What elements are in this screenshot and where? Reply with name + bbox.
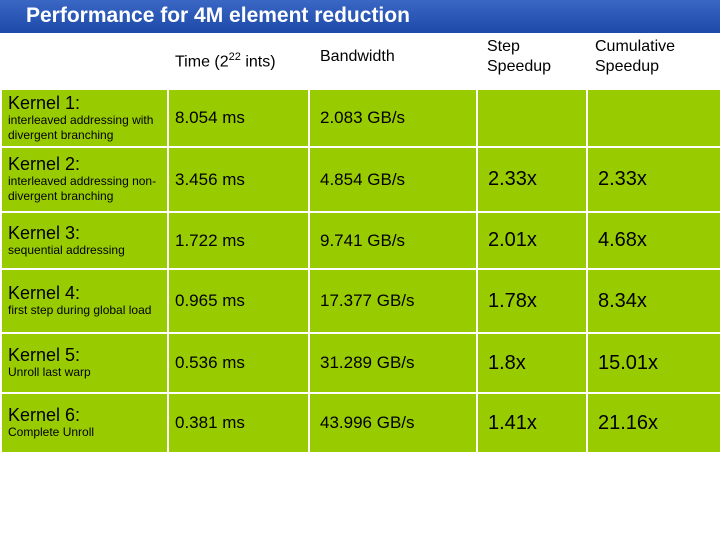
kernel-label-cell: Kernel 2: interleaved addressing non-div… <box>0 146 169 213</box>
header-step-speedup: Step Speedup <box>487 38 552 75</box>
table-row: Kernel 1: interleaved addressing with di… <box>0 88 720 148</box>
bandwidth-cell: 43.996 GB/s <box>308 392 478 454</box>
bandwidth-cell: 4.854 GB/s <box>308 146 478 213</box>
kernel-label-cell: Kernel 5: Unroll last warp <box>0 332 169 394</box>
cumulative-speedup-cell <box>586 88 720 148</box>
kernel-name: Kernel 5: <box>8 345 81 365</box>
kernel-name: Kernel 2: <box>8 154 81 174</box>
performance-table: Kernel 1: interleaved addressing with di… <box>0 88 720 454</box>
cumulative-speedup-cell: 2.33x <box>586 146 720 213</box>
step-speedup-cell: 1.8x <box>476 332 588 394</box>
header-cumulative-speedup: Cumulative Speedup <box>595 38 676 75</box>
title-bar: Performance for 4M element reduction <box>0 0 720 33</box>
table-row: Kernel 3: sequential addressing 1.722 ms… <box>0 211 720 270</box>
bandwidth-cell: 9.741 GB/s <box>308 211 478 270</box>
cumulative-speedup-cell: 15.01x <box>586 332 720 394</box>
time-cell: 0.965 ms <box>167 268 310 334</box>
kernel-label-cell: Kernel 3: sequential addressing <box>0 211 169 270</box>
header-bandwidth: Bandwidth <box>320 48 395 65</box>
time-cell: 1.722 ms <box>167 211 310 270</box>
kernel-label-cell: Kernel 4: first step during global load <box>0 268 169 334</box>
slide-title: Performance for 4M element reduction <box>26 4 410 27</box>
kernel-name: Kernel 6: <box>8 405 81 425</box>
kernel-description: Complete Unroll <box>8 425 95 439</box>
step-speedup-cell: 2.33x <box>476 146 588 213</box>
kernel-description: interleaved addressing non-divergent bra… <box>8 174 157 203</box>
kernel-label-cell: Kernel 1: interleaved addressing with di… <box>0 88 169 148</box>
bandwidth-cell: 2.083 GB/s <box>308 88 478 148</box>
kernel-description: first step during global load <box>8 303 152 317</box>
bandwidth-cell: 17.377 GB/s <box>308 268 478 334</box>
header-time-exponent: 22 <box>228 51 241 63</box>
step-speedup-cell <box>476 88 588 148</box>
kernel-label-cell: Kernel 6: Complete Unroll <box>0 392 169 454</box>
kernel-name: Kernel 1: <box>8 92 81 113</box>
time-cell: 0.381 ms <box>167 392 310 454</box>
kernel-description: Unroll last warp <box>8 365 91 379</box>
cumulative-speedup-cell: 4.68x <box>586 211 720 270</box>
time-cell: 0.536 ms <box>167 332 310 394</box>
time-cell: 8.054 ms <box>167 88 310 148</box>
time-cell: 3.456 ms <box>167 146 310 213</box>
step-speedup-cell: 2.01x <box>476 211 588 270</box>
cumulative-speedup-cell: 21.16x <box>586 392 720 454</box>
header-time: Time (222 ints) <box>175 47 276 72</box>
step-speedup-cell: 1.78x <box>476 268 588 334</box>
bandwidth-cell: 31.289 GB/s <box>308 332 478 394</box>
table-row: Kernel 5: Unroll last warp 0.536 ms 31.2… <box>0 332 720 394</box>
kernel-name: Kernel 4: <box>8 283 81 303</box>
table-row: Kernel 2: interleaved addressing non-div… <box>0 146 720 213</box>
step-speedup-cell: 1.41x <box>476 392 588 454</box>
cumulative-speedup-cell: 8.34x <box>586 268 720 334</box>
table-row: Kernel 4: first step during global load … <box>0 268 720 334</box>
table-row: Kernel 6: Complete Unroll 0.381 ms 43.99… <box>0 392 720 454</box>
kernel-description: interleaved addressing with divergent br… <box>8 112 154 142</box>
header-time-suffix: ints) <box>240 53 276 71</box>
header-time-text: Time (2 <box>175 53 229 71</box>
kernel-name: Kernel 3: <box>8 222 81 243</box>
kernel-description: sequential addressing <box>8 242 125 257</box>
